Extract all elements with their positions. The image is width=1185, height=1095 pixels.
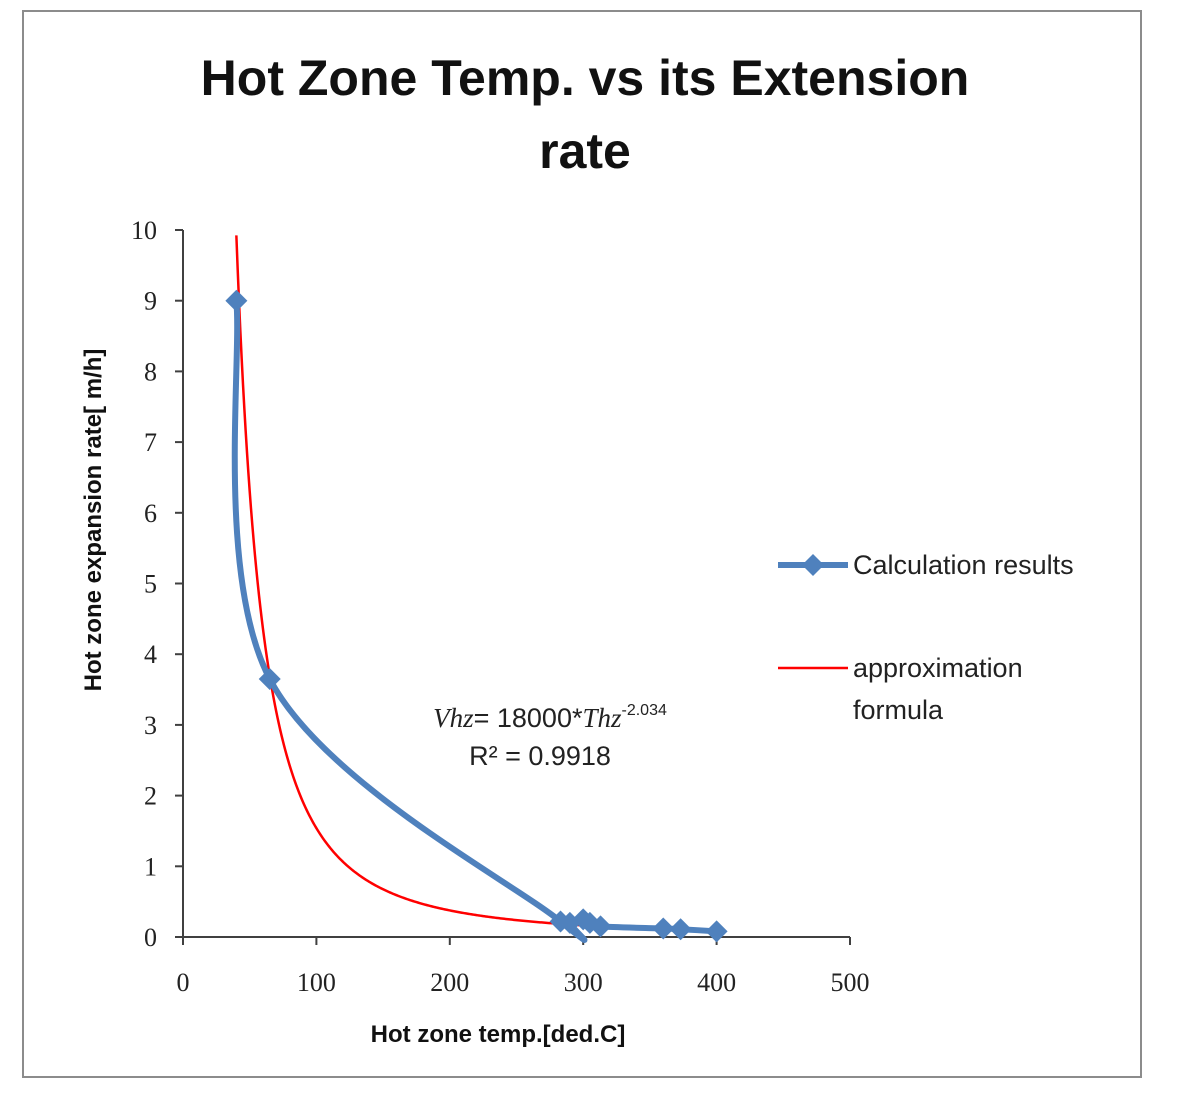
- data-point-marker: [705, 920, 728, 943]
- y-tick-label: 8: [144, 357, 157, 386]
- equation-lhs: Vhz: [433, 703, 474, 733]
- data-point-marker: [258, 667, 281, 690]
- equation-middle: = 18000*: [474, 703, 583, 733]
- legend-label-approximation: approximation: [853, 653, 1023, 683]
- legend: Calculation results approximation formul…: [778, 550, 1074, 725]
- trendline-equation: Vhz= 18000*Thz-2.034 R² = 0.9918: [433, 702, 667, 771]
- ticks: 0 100 200 300 400 500 0 1 2 3 4 5 6 7 8 9 10: [131, 216, 870, 997]
- y-tick-label: 7: [144, 428, 157, 457]
- y-tick-label: 6: [144, 499, 157, 528]
- legend-label-calculation-results: Calculation results: [853, 550, 1074, 580]
- y-axis-title: Hot zone expansion rate[ m/h]: [80, 349, 107, 692]
- series-calculation-results: [225, 289, 728, 943]
- data-point-marker: [652, 917, 675, 940]
- approximation-curve: [235, 235, 714, 932]
- y-tick-label: 9: [144, 287, 157, 316]
- legend-label-formula: formula: [853, 695, 944, 725]
- equation-var: Thz: [582, 703, 622, 733]
- chart-title-line-2: rate: [539, 123, 631, 179]
- x-axis-title: Hot zone temp.[ded.C]: [371, 1021, 626, 1048]
- calculation-results-line: [231, 297, 720, 943]
- data-point-marker: [225, 289, 248, 312]
- svg-text:Vhz= 18000*Thz-2.034: Vhz= 18000*Thz-2.034: [433, 702, 667, 733]
- y-tick-label: 5: [144, 570, 157, 599]
- axes: [182, 230, 850, 938]
- data-point-marker: [669, 918, 692, 941]
- x-tick-label: 300: [564, 968, 603, 997]
- y-tick-label: 10: [131, 216, 157, 245]
- x-tick-label: 200: [430, 968, 469, 997]
- x-tick-label: 500: [831, 968, 870, 997]
- data-point-marker: [589, 915, 612, 938]
- y-tick-label: 3: [144, 711, 157, 740]
- x-tick-label: 400: [697, 968, 736, 997]
- y-tick-label: 1: [144, 852, 157, 881]
- y-tick-label: 2: [144, 782, 157, 811]
- x-tick-label: 100: [297, 968, 336, 997]
- r-squared-label: R² = 0.9918: [469, 741, 611, 771]
- y-tick-label: 0: [144, 923, 157, 952]
- legend-item-approximation: approximation formula: [778, 653, 1023, 725]
- equation-exponent: -2.034: [622, 702, 667, 719]
- legend-swatch-diamond: [802, 554, 824, 576]
- series-approximation: [235, 235, 714, 932]
- y-tick-label: 4: [144, 640, 157, 669]
- chart-frame: [22, 10, 1142, 1078]
- x-tick-label: 0: [177, 968, 190, 997]
- legend-item-calculation-results: Calculation results: [778, 550, 1074, 580]
- chart-title-line-1: Hot Zone Temp. vs its Extension: [201, 50, 970, 106]
